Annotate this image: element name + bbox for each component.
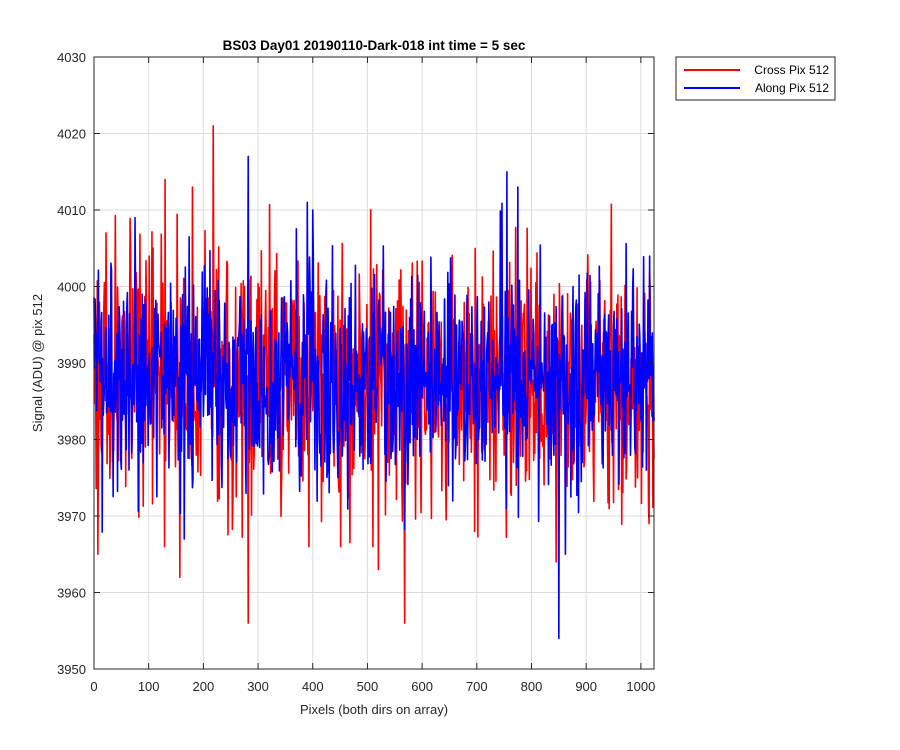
y-tick-label: 3970 <box>57 509 86 524</box>
y-tick-label: 4020 <box>57 127 86 142</box>
x-tick-label: 100 <box>138 679 160 694</box>
legend-box <box>675 56 836 101</box>
x-tick-label: 900 <box>575 679 597 694</box>
x-tick-label: 200 <box>193 679 215 694</box>
x-tick-label: 1000 <box>626 679 655 694</box>
y-tick-label: 3980 <box>57 433 86 448</box>
series-line-along-pix-512 <box>93 155 655 640</box>
y-tick-label: 4030 <box>57 50 86 65</box>
y-tick-label: 3960 <box>57 586 86 601</box>
x-tick-label: 800 <box>521 679 543 694</box>
axis-ticks: 0 100 200 300 400 500 600 700 800 900 1000 3950 3960… <box>57 50 655 694</box>
x-axis-label: Pixels (both dirs on array) <box>300 702 448 717</box>
y-axis-label: Signal (ADU) @ pix 512 <box>30 294 45 432</box>
legend-label-cross: Cross Pix 512 <box>754 63 829 77</box>
x-tick-label: 400 <box>302 679 324 694</box>
y-tick-label: 3990 <box>57 356 86 371</box>
y-tick-label: 4010 <box>57 203 86 218</box>
legend-label-along: Along Pix 512 <box>755 81 829 95</box>
y-tick-label: 3950 <box>57 662 86 677</box>
x-tick-label: 0 <box>90 679 97 694</box>
x-tick-label: 300 <box>247 679 269 694</box>
x-tick-label: 700 <box>466 679 488 694</box>
x-tick-label: 600 <box>411 679 433 694</box>
legend: Cross Pix 512 Along Pix 512 <box>675 56 836 101</box>
x-tick-label: 500 <box>357 679 379 694</box>
series-layer <box>93 125 655 640</box>
y-tick-label: 4000 <box>57 280 86 295</box>
chart-title: BS03 Day01 20190110-Dark-018 int time = … <box>223 38 526 53</box>
